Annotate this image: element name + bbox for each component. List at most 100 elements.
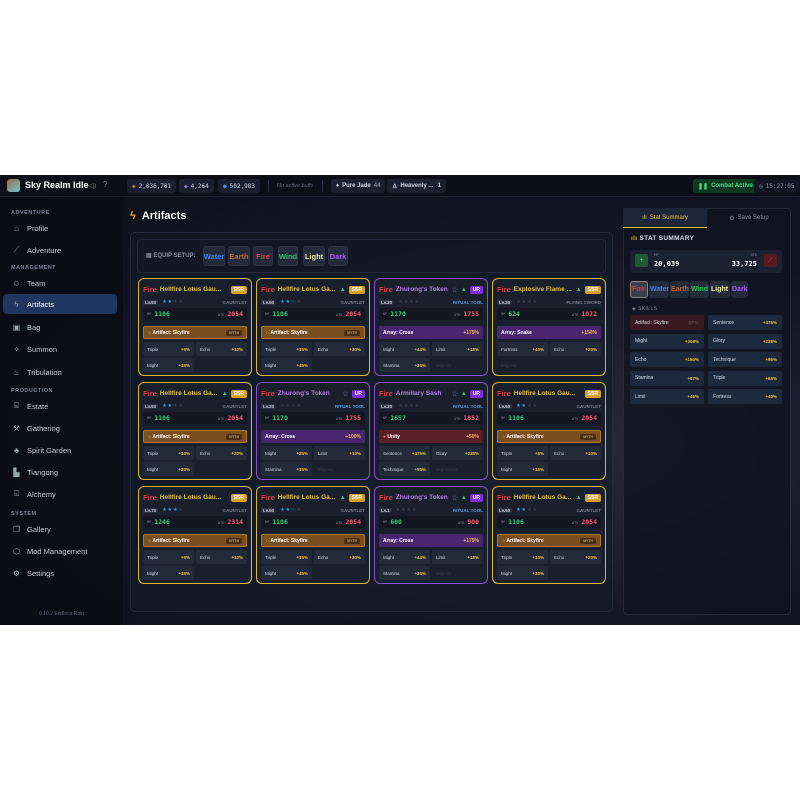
equip-element-light[interactable]: Light [303,246,325,266]
upgrade-arrow-icon: ▲ [339,494,346,501]
buffs-status: No active buffs [277,183,314,189]
rarity-badge: SSR [584,493,601,502]
stat-value: +30% [178,466,190,472]
help-icon[interactable]: ? [103,180,108,189]
sidebar-item-alchemy[interactable]: ⌻ Alchemy [3,484,117,504]
favorite-star-icon[interactable]: ☆ [342,390,349,398]
sidebar-item-settings[interactable]: ⚙ Settings [3,563,117,583]
level-chip: Lv.60 [261,299,277,305]
level-chip: Lv.60 [261,507,277,513]
sidebar-item-profile[interactable]: ⌂ Profile [3,218,117,238]
artifact-card[interactable]: Fire Hellfire Lotus Ga... ▲ SSR Lv.60 ★★★★ GA… [138,382,252,480]
sidebar-item-bag[interactable]: ▣ Bag [3,317,117,337]
artifact-skill-bar: ◌ Artifact: Skyfire MYTH [143,534,247,547]
pause-icon: ❚❚ [698,183,709,190]
plus-icon[interactable]: + [635,254,648,267]
sidebar-item-tiangong[interactable]: ▙ Tiangong [3,462,117,482]
item-pure-jade[interactable]: ♦ Pure Jade 44 [331,179,386,193]
stat-bonus: Triple +15% [261,550,312,564]
summary-element-earth[interactable]: Earth [670,281,689,298]
element-label: Fire [379,493,393,502]
tab-stat-summary[interactable]: ılı Stat Summary [623,208,707,228]
stat-bonus: Echo +30% [314,550,365,564]
sidebar-item-estate[interactable]: ⌸ Estate [3,396,117,416]
artifact-card[interactable]: Fire Zhurong's Token ☆ UR Lv.20 ★★★★ RITUAL T… [256,382,370,480]
stat-value: +15% [296,346,308,352]
combat-status-button[interactable]: ❚❚ Combat Active [693,179,758,193]
element-label: Fire [143,285,157,294]
hp-atk-summary: + HP 20,039 ATK 33,725 ⟋ [630,250,782,273]
spirit-value: 502,983 [229,182,255,190]
stat-name: Might [147,570,159,576]
favorite-star-icon[interactable]: ☆ [451,390,458,398]
summary-element-dark[interactable]: Dark [731,281,748,298]
locked-stat: Majesty [314,462,365,476]
artifact-card[interactable]: Fire Zhurong's Token ☆ ▲ UR Lv.1 ★★★★ RITUAL T… [374,486,488,584]
artifact-card[interactable]: Fire Hellfire Lotus Gau... SSR Lv.70 ★★★★ GA… [138,486,252,584]
sidebar-item-mod-management[interactable]: ⬡ Mod Management [3,541,117,561]
tab-label: Stat Summary [649,214,688,221]
sidebar-item-tribulation[interactable]: ♨ Tribulation [3,362,117,382]
sidebar-item-adventure[interactable]: ⟋ Adventure [3,240,117,260]
artifact-type: GAUNTLET [222,507,248,513]
artifact-card[interactable]: Fire Hellfire Lotus Gau... SSR Lv.60 ★★★★ GA… [492,382,606,480]
equip-element-earth[interactable]: Earth [228,246,250,266]
coin-icon: ◈ [132,182,136,190]
stat-value: +10% [231,554,243,560]
favorite-star-icon[interactable]: ☆ [451,494,458,502]
sidebar-item-gathering[interactable]: ⚒ Gathering [3,418,117,438]
sidebar-item-summon[interactable]: ✧ Summon [3,339,117,359]
hp-atk-row: HP 1106 ATK 2054 [497,412,601,424]
sound-icon[interactable]: ◁ı [88,181,97,190]
skill-tag: MYTH [226,537,242,544]
stat-value: +475% [411,450,426,456]
summary-element-light[interactable]: Light [710,281,730,298]
skill-tag: MYTH [580,433,596,440]
hp-atk-row: HP 1170 ATK 1755 [261,412,365,424]
sidebar-section-management: MANAGEMENT [11,265,57,271]
element-label: Fire [497,389,511,398]
hp-value: 20,039 [654,260,680,268]
sidebar-item-gallery[interactable]: ❐ Gallery [3,519,117,539]
skill-value: EPIC [688,320,699,325]
equip-element-dark[interactable]: Dark [328,246,348,266]
page-title: ϟ Artifacts [130,210,186,222]
stat-bonus: Stamina +26% [379,358,430,372]
skill-label: Artifact: Skyfire [152,537,190,544]
star-rating: ★★★★ [280,299,303,305]
stat-value: +18% [467,346,479,352]
item-heavenly[interactable]: ♙ Heavenly ... 1 [387,179,446,193]
favorite-star-icon[interactable]: ☆ [451,286,458,294]
sidebar-item-spirit-garden[interactable]: ♣ Spirit Garden [3,440,117,460]
artifact-card[interactable]: Fire Hellfire Lotus Ga... ▲ SSR Lv.60 ★★★★ GA… [256,486,370,584]
artifact-name: Hellfire Lotus Gau... [159,494,222,501]
sidebar-item-artifacts[interactable]: ϟ Artifacts [3,294,117,314]
element-label: Fire [497,493,511,502]
summary-element-wind[interactable]: Wind [690,281,709,298]
divider [322,180,323,192]
stat-name: Might [383,346,395,352]
equip-element-water[interactable]: Water [203,246,225,266]
artifact-card[interactable]: Fire Explosive Flame ... ▲ SSR Lv.30 ★★★★ FLY… [492,278,606,376]
artifact-card[interactable]: Fire Zhurong's Token ☆ ▲ UR Lv.20 ★★★★ RITUAL … [374,278,488,376]
tab-save-setup[interactable]: ⚙ Save Setup [707,208,791,228]
equip-element-fire[interactable]: Fire [253,246,273,266]
unity-skill-bar: ● Unity +50% [379,430,483,443]
artifact-card[interactable]: Fire Hellfire Lotus Ga... ▲ SSR Lv.60 ★★★★ GA… [256,278,370,376]
artifact-card[interactable]: Fire Hellfire Lotus Gau... SSR Lv.60 ★★★★ GA… [138,278,252,376]
sidebar-item-label: Tribulation [27,367,62,377]
artifact-card[interactable]: Fire Armillary Sash ☆ ▲ UR Lv.20 ★★★★ RITUAL T… [374,382,488,480]
skill-tag: MYTH [344,329,360,336]
sword-icon[interactable]: ⟋ [764,254,777,267]
star-rating: ★★★★ [516,507,539,513]
stat-value: +20% [231,450,243,456]
artifact-icon: ◌ [266,537,271,544]
artifact-card[interactable]: Fire Hellfire Lotus Ga... ▲ SSR Lv.60 ★★★★ GA… [492,486,606,584]
artifact-name: Zhurong's Token [277,390,330,397]
equip-element-wind[interactable]: Wind [278,246,298,266]
summary-element-water[interactable]: Water [649,281,669,298]
stat-name: Triple [265,554,277,560]
summary-element-fire[interactable]: Fire [630,281,648,298]
sidebar-item-team[interactable]: ☺ Team [3,273,117,293]
hp-value: 1106 [154,310,170,318]
